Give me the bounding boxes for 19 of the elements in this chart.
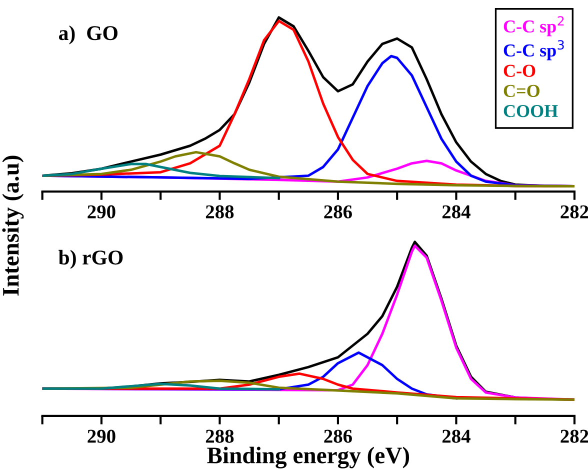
x-tick-label: 282 [560,205,588,218]
x-tick-label: 286 [324,205,352,218]
text: C=O [504,84,540,98]
x-tick-label: 282 [560,430,588,443]
x-tick-label: 284 [442,205,470,218]
x-tick-label: 288 [206,430,234,443]
x-tick-label: 290 [88,205,116,218]
y-axis-title: Intensity (a.u) [2,156,24,296]
x-tick-label: 286 [324,430,352,443]
x-tick-label: 284 [442,430,470,443]
x-tick-label: 290 [88,430,116,443]
text: C-C sp$^{3}$ [504,40,564,60]
text: C-C sp$^{2}$ [504,16,564,36]
chart-title: a) GO [58,26,118,44]
x-axis-title: Binding energy (eV) [207,446,410,468]
text: COOH [504,104,558,118]
text: C-O [504,64,536,77]
chart-title: b) rGO [58,250,123,269]
x-tick-label: 288 [206,205,234,218]
